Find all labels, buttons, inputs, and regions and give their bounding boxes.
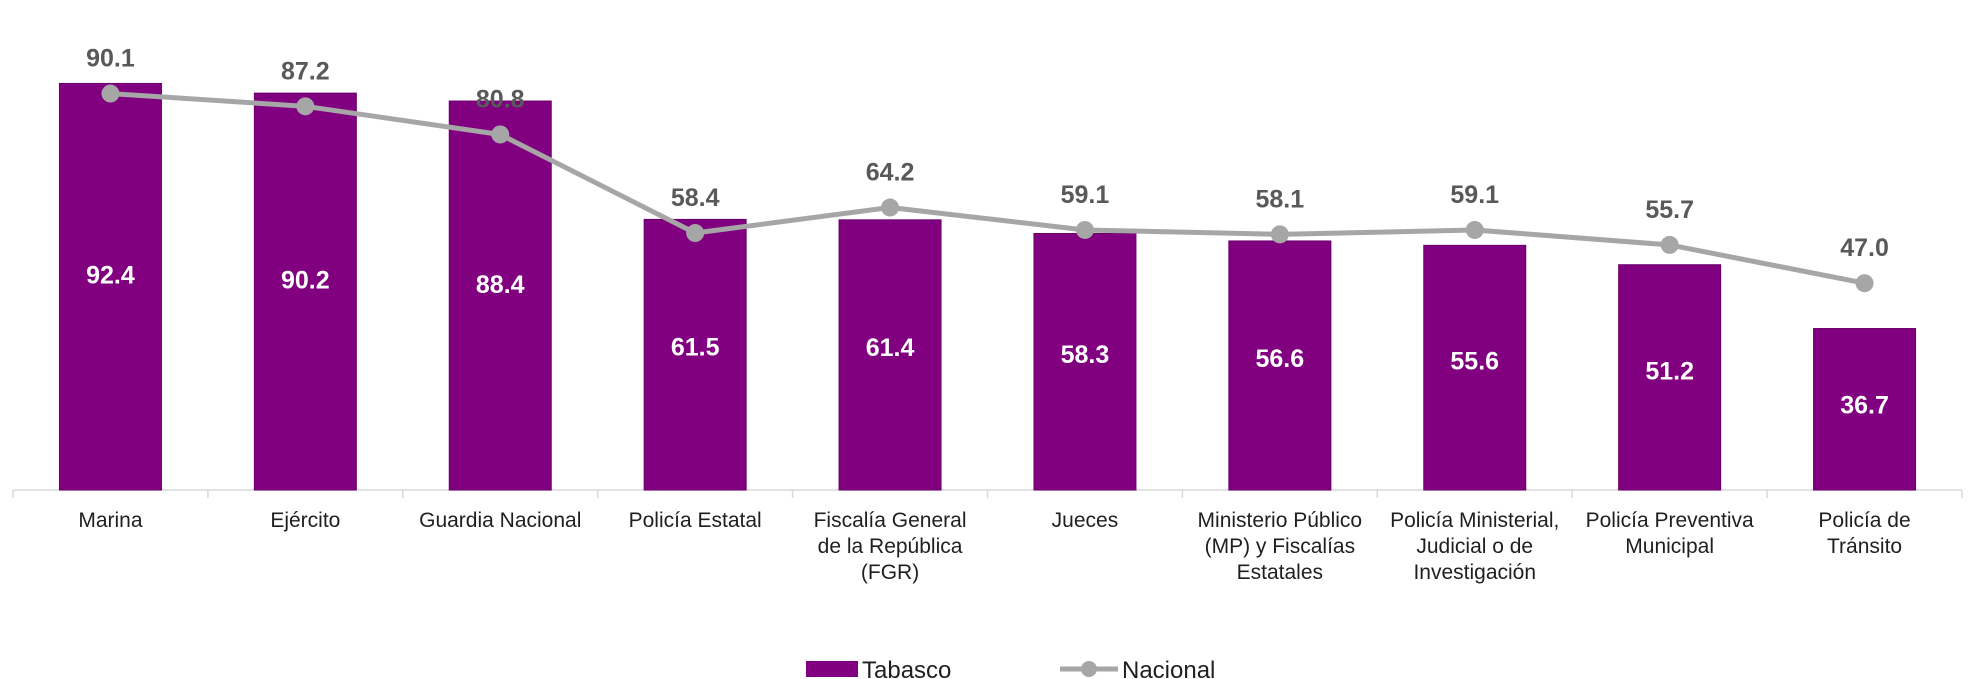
category-label-line: Policía Ministerial,	[1390, 509, 1559, 532]
category-label-line: (MP) y Fiscalías	[1205, 535, 1356, 558]
axis-layer	[12, 489, 1963, 498]
line-value-label: 55.7	[1645, 196, 1694, 224]
bar-tabasco	[1813, 328, 1917, 491]
category-label: Ejército	[270, 509, 340, 532]
labels-layer: 92.4 Marina 90.2 Ejército 88.4 Guardia Nacion…	[78, 45, 1910, 584]
bar-tabasco	[1033, 232, 1137, 491]
category-label-line: Judicial o de	[1416, 535, 1533, 558]
bar-value-label: 56.6	[1256, 345, 1305, 373]
line-value-label: 87.2	[281, 57, 330, 85]
bar-tabasco	[1618, 264, 1722, 491]
bar-tabasco	[1228, 240, 1332, 491]
category-label-line: de la República	[818, 535, 963, 558]
category-label-line: Jueces	[1052, 509, 1119, 532]
line-nacional	[107, 91, 1868, 286]
category-label-line: Marina	[78, 509, 143, 532]
category-label: Guardia Nacional	[419, 509, 581, 532]
bar-tabasco	[58, 82, 162, 491]
category-label: Policía de Tránsito	[1818, 509, 1910, 558]
category-label-line: Tránsito	[1827, 535, 1902, 558]
bar-tabasco	[448, 100, 552, 491]
category-label-line: Municipal	[1625, 535, 1714, 558]
point-nacional	[101, 84, 120, 103]
bar-value-label: 88.4	[476, 271, 525, 299]
point-nacional	[686, 224, 705, 243]
category-label-line: Ministerio Público	[1198, 509, 1363, 532]
category-label: Policía Ministerial, Judicial o de Investi…	[1390, 509, 1559, 584]
point-nacional	[1465, 220, 1484, 239]
category-label: Jueces	[1052, 509, 1119, 532]
bar-value-label: 90.2	[281, 267, 330, 295]
bar-value-label: 61.5	[671, 334, 720, 362]
legend-label-tabasco: Tabasco	[862, 657, 951, 679]
category-label: Policía Preventiva Municipal	[1586, 509, 1754, 558]
category-label: Marina	[78, 509, 143, 532]
point-nacional	[1270, 225, 1289, 244]
legend-label-nacional: Nacional	[1122, 657, 1215, 679]
category-label-line: Fiscalía General	[814, 509, 967, 532]
bar-value-label: 61.4	[866, 334, 915, 362]
line-value-label: 59.1	[1450, 181, 1499, 209]
line-layer	[101, 84, 1874, 293]
point-nacional	[1075, 220, 1094, 239]
bar-tabasco	[643, 218, 747, 491]
category-label: Ministerio Público (MP) y Fiscalías Estata…	[1198, 509, 1363, 584]
line-value-label: 58.1	[1256, 185, 1305, 213]
bar-value-label: 58.3	[1061, 341, 1110, 369]
category-label-line: Investigación	[1413, 561, 1536, 584]
point-nacional	[491, 125, 510, 144]
legend-swatch-nacional-marker	[1081, 661, 1097, 677]
bars-layer	[58, 82, 1917, 491]
line-value-label: 58.4	[671, 184, 720, 212]
legend: Tabasco Nacional	[806, 657, 1215, 679]
category-label-line: Policía Preventiva	[1586, 509, 1754, 532]
line-value-label: 90.1	[86, 45, 135, 73]
line-value-label: 64.2	[866, 159, 915, 187]
point-nacional	[296, 97, 315, 116]
category-label-line: Guardia Nacional	[419, 509, 581, 532]
bar-value-label: 51.2	[1645, 358, 1694, 386]
category-label: Fiscalía General de la República (FGR)	[814, 509, 967, 584]
point-nacional	[1660, 235, 1679, 254]
line-value-label: 47.0	[1840, 234, 1889, 262]
bar-tabasco	[253, 92, 357, 491]
category-label-line: Policía de	[1818, 509, 1910, 532]
category-label-line: (FGR)	[861, 561, 919, 584]
bar-value-label: 36.7	[1840, 391, 1889, 419]
legend-swatch-tabasco	[806, 661, 858, 677]
line-value-label: 59.1	[1061, 181, 1110, 209]
category-label: Policía Estatal	[629, 509, 762, 532]
bar-tabasco	[838, 219, 942, 491]
bar-tabasco	[1423, 244, 1527, 491]
line-value-label: 80.8	[476, 85, 525, 113]
category-label-line: Ejército	[270, 509, 340, 532]
category-label-line: Policía Estatal	[629, 509, 762, 532]
bar-value-label: 55.6	[1450, 347, 1499, 375]
bar-value-label: 92.4	[86, 262, 135, 290]
category-label-line: Estatales	[1237, 561, 1323, 584]
point-nacional	[1855, 274, 1874, 293]
point-nacional	[881, 198, 900, 217]
